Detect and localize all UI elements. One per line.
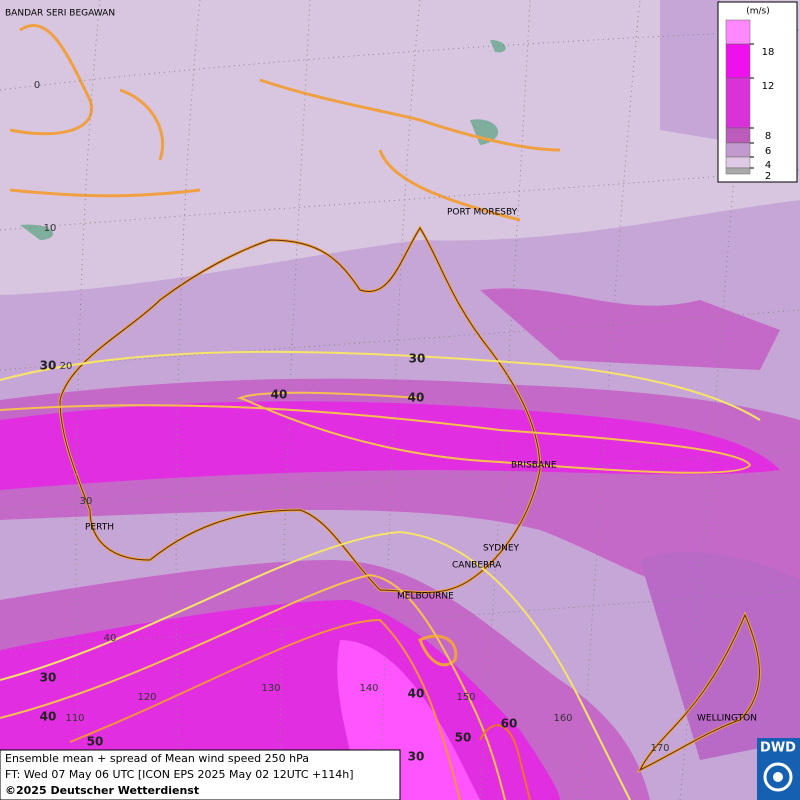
isotach-label: 40 [271, 388, 288, 402]
graticule-label: 120 [137, 692, 156, 703]
legend-tick-label: 18 [762, 47, 775, 58]
graticule-label: 40 [104, 633, 117, 644]
isotach-label: 50 [455, 731, 472, 745]
footer: Ensemble mean + spread of Mean wind spee… [0, 749, 401, 800]
graticule-label: 10 [44, 223, 57, 234]
wind-region-8 [640, 551, 800, 760]
legend-tick-label: 2 [765, 171, 771, 182]
legend-unit: (m/s) [746, 7, 770, 17]
city-label: BANDAR SERI BEGAWAN [5, 9, 115, 19]
legend: (m/s) 18 12 8 6 42 [717, 1, 798, 183]
isotach-label: 40 [408, 687, 425, 701]
graticule-label: 150 [456, 692, 475, 703]
isotach-label: 60 [501, 717, 518, 731]
legend-swatch [725, 77, 751, 129]
footer-box [0, 749, 401, 800]
isotach-label: 30 [40, 671, 57, 685]
legend-swatch [725, 127, 751, 144]
graticule-label: 30 [80, 496, 93, 507]
graticule-label: 160 [553, 713, 572, 724]
wind-region-6 [660, 0, 800, 320]
graticule-label: 140 [359, 683, 378, 694]
footer-line: Ensemble mean + spread of Mean wind spee… [5, 752, 309, 765]
wind-region-8 [480, 288, 780, 370]
coastlines-inner [59, 227, 760, 772]
legend-tick-label: 4 [765, 160, 771, 171]
city-label: PERTH [85, 523, 114, 533]
graticule-label: 20 [60, 361, 73, 372]
city-label: WELLINGTON [697, 714, 757, 724]
copyright: ©2025 Deutscher Wetterdienst [5, 784, 199, 797]
city-label: BRISBANE [511, 461, 557, 471]
legend-tick-label: 6 [765, 146, 771, 157]
legend-tick-label: 8 [765, 131, 771, 142]
isotach-label: 30 [40, 359, 57, 373]
legend-swatch [725, 167, 751, 175]
logo-icon [763, 762, 793, 792]
isotach-label: 40 [40, 710, 57, 724]
isotach-label: 30 [409, 352, 426, 366]
city-label: CANBERRA [452, 561, 502, 571]
isotachs [0, 350, 761, 800]
legend-tick-label: 12 [762, 81, 775, 92]
graticule-label: 0 [34, 80, 40, 91]
graticule-label: 110 [65, 713, 84, 724]
graticule-label: 130 [261, 683, 280, 694]
logo-text: DWD [760, 741, 796, 756]
footer-line: FT: Wed 07 May 06 UTC [ICON EPS 2025 May… [5, 768, 354, 781]
isotach-label: 30 [408, 750, 425, 764]
graticule-label: 170 [650, 743, 669, 754]
legend-swatch [725, 142, 751, 158]
logo-icon [773, 772, 783, 782]
isotach-label: 40 [408, 391, 425, 405]
isotach-label: 50 [87, 735, 104, 749]
city-label: PORT MORESBY [447, 208, 518, 218]
legend-swatch [725, 43, 751, 79]
city-label: SYDNEY [483, 544, 520, 554]
legend-swatch [725, 156, 751, 169]
logo: DWD [757, 738, 800, 800]
legend-swatch [725, 19, 751, 45]
city-label: MELBOURNE [397, 592, 454, 602]
